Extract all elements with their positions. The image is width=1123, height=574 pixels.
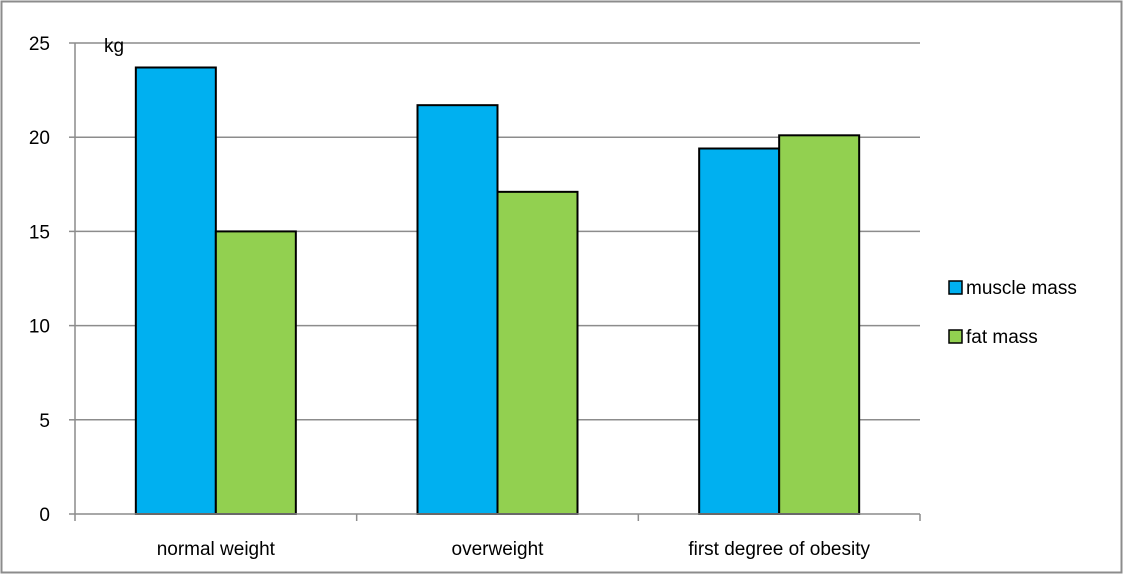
y-tick-label: 15 <box>29 222 50 243</box>
y-tick-label: 10 <box>29 317 50 338</box>
y-tick-label: 25 <box>29 34 50 55</box>
legend-label: muscle mass <box>966 278 1077 299</box>
bar-muscle-mass <box>416 104 499 515</box>
bar-fat-mass <box>778 134 861 515</box>
y-tick-label: 5 <box>39 411 50 432</box>
x-category-label: overweight <box>452 539 545 560</box>
axes <box>69 42 921 521</box>
legend: muscle mass fat mass <box>948 278 1077 348</box>
bar-fat-mass <box>214 230 297 515</box>
bar-muscle-mass <box>698 147 781 515</box>
bar-fat-mass <box>496 190 579 515</box>
y-tick-label: 20 <box>29 128 50 149</box>
legend-label: fat mass <box>966 327 1038 348</box>
bar-muscle-mass <box>134 66 217 515</box>
axis-labels: 0 5 10 15 20 25 normal weight overweight first d… <box>29 34 871 560</box>
x-category-label: normal weight <box>157 539 276 560</box>
x-category-label: first degree of obesity <box>688 539 870 560</box>
bars <box>134 66 861 515</box>
legend-swatch <box>948 329 963 344</box>
y-axis-unit-label: kg <box>104 36 124 57</box>
y-tick-label: 0 <box>39 505 50 526</box>
legend-swatch <box>948 280 963 295</box>
